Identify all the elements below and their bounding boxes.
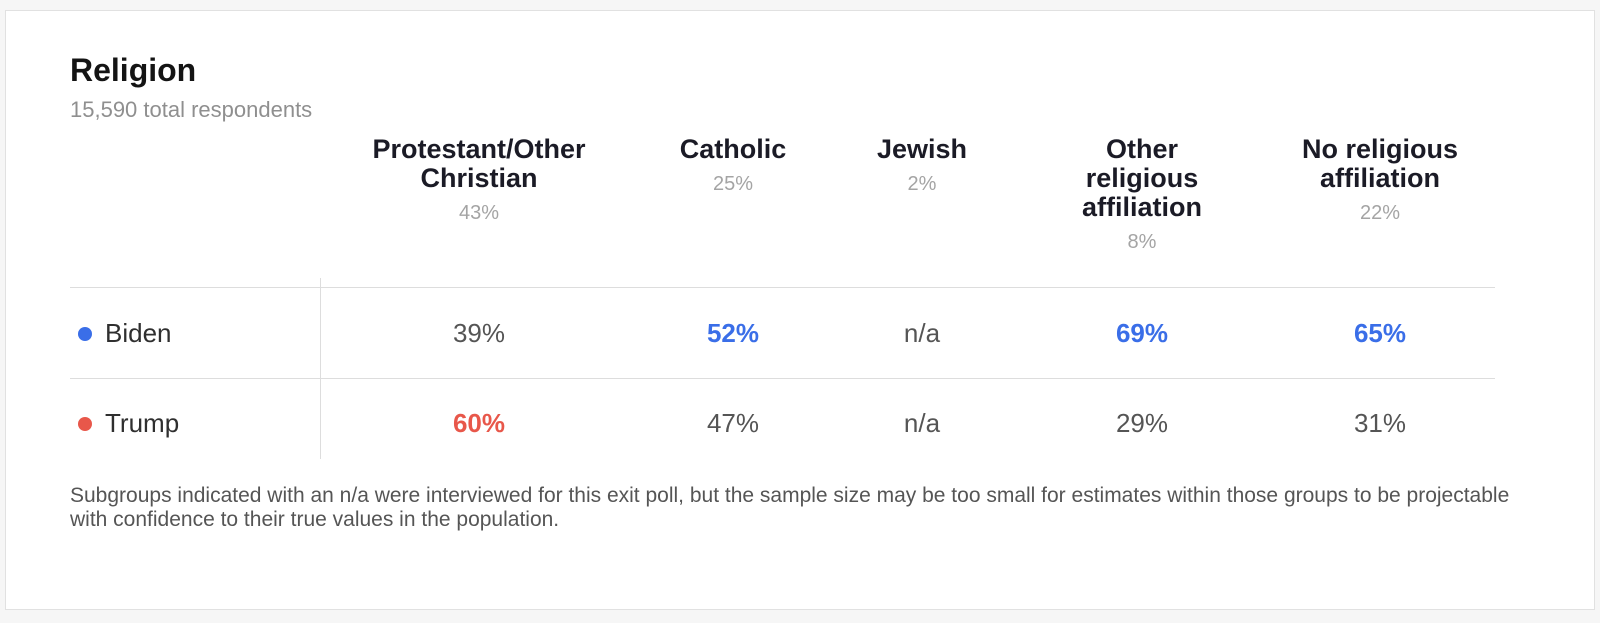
column-share: 2% <box>907 173 937 195</box>
trump-no-religious-value: 31% <box>1353 408 1407 438</box>
legend-label: Biden <box>105 318 172 348</box>
column-name-line: affiliation <box>1320 163 1440 193</box>
trump-dot-icon <box>78 417 92 431</box>
legend-label: Trump <box>105 408 180 438</box>
column-header-protestant: Protestant/Other Christian 43% <box>339 135 619 225</box>
religion-exit-poll-card <box>5 10 1595 610</box>
column-name-line: affiliation <box>1082 192 1202 222</box>
trump-jewish-value: n/a <box>903 408 941 438</box>
biden-no-religious-value: 65% <box>1353 318 1407 348</box>
biden-protestant-value: 39% <box>452 318 506 348</box>
column-share: 22% <box>1359 202 1401 224</box>
column-header-other-religious: Other religious affiliation 8% <box>1002 135 1282 254</box>
footnote: Subgroups indicated with an n/a were int… <box>70 484 1510 531</box>
trump-protestant-value: 60% <box>452 408 506 438</box>
column-header-jewish: Jewish 2% <box>782 135 1062 196</box>
table-row-divider <box>70 378 1495 379</box>
column-share: 25% <box>712 173 754 195</box>
column-name-line: Catholic <box>679 134 787 164</box>
biden-other-religious-value: 69% <box>1115 318 1169 348</box>
column-share: 43% <box>458 202 500 224</box>
label-column-divider <box>320 278 321 459</box>
biden-catholic-value: 52% <box>706 318 760 348</box>
column-name-line: Jewish <box>876 134 968 164</box>
biden-jewish-value: n/a <box>903 318 941 348</box>
column-name-line: Other <box>1105 134 1178 164</box>
column-name-line: Protestant/Other <box>372 134 586 164</box>
column-name-line: No religious <box>1301 134 1458 164</box>
column-header-catholic: Catholic 25% <box>593 135 873 196</box>
column-name-line: religious <box>1085 163 1199 193</box>
column-name-line: Christian <box>420 163 538 193</box>
biden-dot-icon <box>78 327 92 341</box>
table-top-divider <box>70 287 1495 288</box>
legend-item-trump: Trump <box>78 408 179 438</box>
respondents-count: 15,590 total respondents <box>70 97 313 122</box>
column-share: 8% <box>1127 231 1157 253</box>
column-header-no-religious: No religious affiliation 22% <box>1240 135 1520 225</box>
trump-catholic-value: 47% <box>706 408 760 438</box>
trump-other-religious-value: 29% <box>1115 408 1169 438</box>
legend-item-biden: Biden <box>78 318 172 348</box>
chart-title: Religion <box>70 52 197 88</box>
